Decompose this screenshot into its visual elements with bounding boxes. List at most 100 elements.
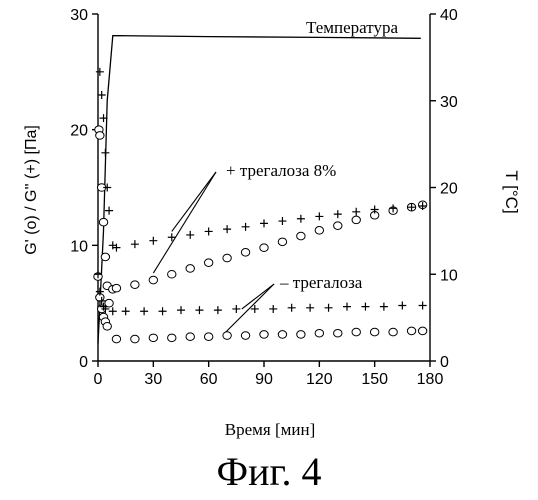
data-point-plus	[101, 149, 109, 157]
data-point-plus	[186, 231, 194, 239]
data-point-circle	[278, 331, 286, 339]
data-point-plus	[140, 307, 148, 315]
data-point-circle	[334, 329, 342, 337]
data-point-plus	[380, 303, 388, 311]
data-point-circle	[131, 281, 139, 289]
data-point-circle	[297, 232, 305, 240]
data-point-plus	[105, 207, 113, 215]
data-point-plus	[131, 240, 139, 248]
data-point-circle	[168, 270, 176, 278]
y-right-tick-label: 10	[440, 267, 458, 284]
data-point-circle	[260, 331, 268, 339]
y-right-tick-label: 20	[440, 181, 458, 198]
x-axis-title: Время [мин]	[225, 420, 316, 439]
data-point-plus	[334, 210, 342, 218]
y-left-tick-label: 10	[70, 238, 88, 255]
x-tick-label: 0	[94, 371, 103, 388]
data-point-circle	[223, 254, 231, 262]
data-point-plus	[398, 301, 406, 309]
leader-with-circle	[153, 172, 216, 273]
data-point-plus	[149, 237, 157, 245]
data-point-plus	[343, 303, 351, 311]
y-left-tick-label: 30	[70, 7, 88, 24]
y-axis-right-title: T [°C]	[502, 170, 521, 213]
data-point-circle	[223, 332, 231, 340]
data-point-circle	[131, 335, 139, 343]
data-point-circle	[112, 284, 120, 292]
x-tick-label: 90	[255, 371, 273, 388]
data-point-plus	[297, 215, 305, 223]
data-point-plus	[232, 305, 240, 313]
x-tick-label: 30	[144, 371, 162, 388]
data-point-plus	[315, 212, 323, 220]
data-point-plus	[109, 307, 117, 315]
data-point-circle	[297, 331, 305, 339]
y-right-tick-label: 40	[440, 7, 458, 24]
annotation-leaders	[153, 172, 274, 334]
x-tick-label: 120	[306, 371, 333, 388]
data-point-circle	[278, 238, 286, 246]
data-point-plus	[352, 208, 360, 216]
data-point-circle	[99, 218, 107, 226]
data-point-circle	[241, 248, 249, 256]
y-axis-left-title: G' (o) / G'' (+) [Па]	[23, 125, 40, 255]
data-point-circle	[168, 334, 176, 342]
data-point-plus	[260, 219, 268, 227]
data-point-plus	[242, 223, 250, 231]
leader-with-plus	[172, 172, 216, 231]
data-point-circle	[260, 244, 268, 252]
data-point-plus	[306, 304, 314, 312]
data-point-circle	[186, 333, 194, 341]
y-left-tick-label: 20	[70, 123, 88, 140]
data-point-plus	[122, 307, 130, 315]
data-point-circle	[204, 333, 212, 341]
data-point-plus	[288, 304, 296, 312]
data-point-plus	[361, 303, 369, 311]
data-point-circle	[407, 327, 415, 335]
data-point-circle	[103, 323, 111, 331]
data-point-plus	[214, 306, 222, 314]
data-point-circle	[149, 334, 157, 342]
data-point-circle	[241, 332, 249, 340]
leader-without-plus	[242, 284, 274, 309]
data-point-plus	[159, 307, 167, 315]
data-point-circle	[315, 226, 323, 234]
y-right-tick-label: 0	[440, 354, 449, 371]
data-point-plus	[205, 227, 213, 235]
data-point-circle	[352, 328, 360, 336]
data-point-plus	[278, 217, 286, 225]
data-point-plus	[98, 91, 106, 99]
y-right-tick-label: 30	[440, 94, 458, 111]
y-left-tick-label: 0	[79, 354, 88, 371]
data-point-circle	[96, 132, 104, 140]
data-point-circle	[370, 328, 378, 336]
data-point-plus	[223, 225, 231, 233]
data-point-plus	[269, 305, 277, 313]
data-point-circle	[315, 329, 323, 337]
data-point-plus	[419, 301, 427, 309]
data-point-plus	[96, 68, 104, 76]
temperature-line	[98, 36, 421, 344]
annotation-without-trehalose: – трегалоза	[279, 273, 363, 292]
leader-without-circle	[223, 284, 274, 334]
data-point-circle	[418, 327, 426, 335]
data-point-circle	[101, 253, 109, 261]
data-point-circle	[389, 328, 397, 336]
x-tick-label: 60	[200, 371, 218, 388]
data-point-plus	[168, 233, 176, 241]
data-point-circle	[112, 335, 120, 343]
data-point-circle	[352, 216, 360, 224]
x-tick-label: 150	[361, 371, 388, 388]
data-point-circle	[186, 265, 194, 273]
data-point-circle	[149, 276, 157, 284]
data-point-circle	[204, 259, 212, 267]
data-point-plus	[195, 306, 203, 314]
data-point-plus	[177, 306, 185, 314]
data-point-circle	[334, 222, 342, 230]
data-point-circle	[105, 299, 113, 307]
annotation-with-trehalose: + трегалоза 8%	[226, 161, 336, 180]
data-point-plus	[325, 304, 333, 312]
annotation-temperature: Температура	[306, 18, 398, 37]
x-tick-label: 180	[417, 371, 444, 388]
figure-caption: Фиг. 4	[0, 452, 538, 492]
